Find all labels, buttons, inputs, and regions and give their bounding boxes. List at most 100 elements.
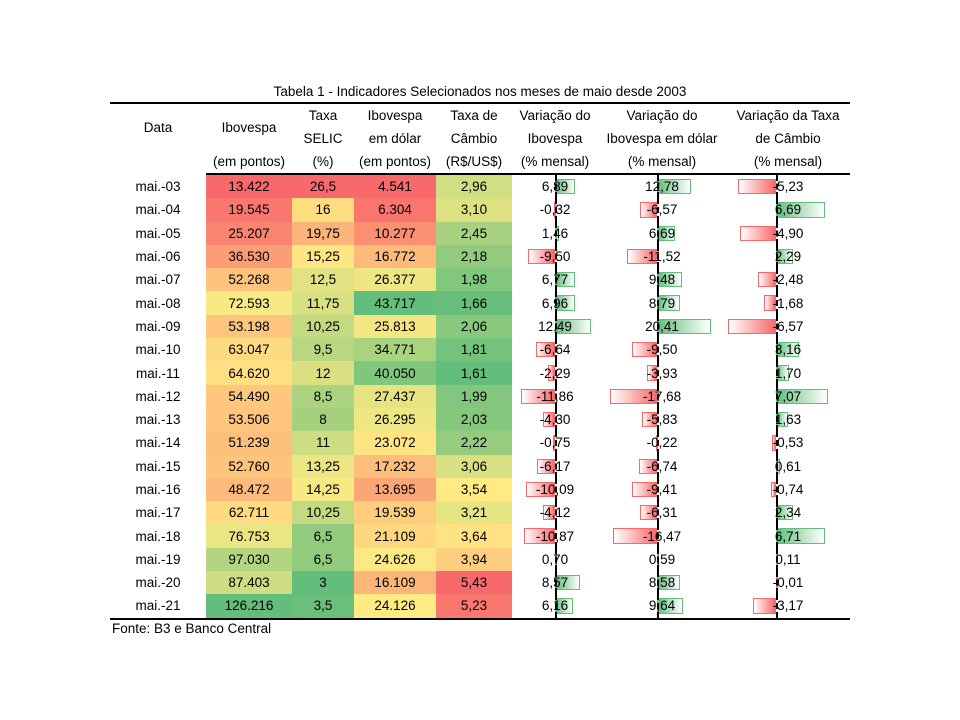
cell-cambio: 3,94 [436, 547, 512, 572]
cell-var-ibov-usd: 8,58 [598, 571, 726, 595]
cell-selic: 10,25 [292, 314, 354, 339]
cell-var-cambio: -1,68 [726, 291, 850, 315]
cell-selic: 6,5 [292, 547, 354, 572]
cell-var-ibov-usd: -16,47 [598, 524, 726, 548]
zero-axis-line [555, 547, 557, 572]
cell-cambio: 2,18 [436, 244, 512, 269]
cell-date: mai.-12 [135, 388, 181, 404]
zero-axis-line [776, 477, 778, 502]
header-selic-line1: Taxa [292, 102, 354, 127]
cell-var-cambio: -0,74 [726, 477, 850, 502]
cell-var-ibov-usd: -17,68 [598, 384, 726, 408]
indicators-table: Data Ibovespa Taxa Ibovespa Taxa de Vari… [110, 102, 850, 620]
negative-data-bar [640, 505, 657, 521]
cell-ibov: 64.620 [206, 361, 292, 385]
cell-var-ibov: 12,49 [512, 314, 598, 339]
header-date: Data [110, 102, 206, 174]
header-var-ibov-line1: Variação do [512, 102, 598, 127]
cell-var-cambio: 0,61 [726, 454, 850, 478]
zero-axis-line [555, 221, 557, 245]
zero-axis-line [657, 501, 659, 525]
cell-selic: 12,5 [292, 268, 354, 292]
zero-axis-line [555, 571, 557, 595]
zero-axis-line [555, 198, 557, 222]
cell-var-ibov-usd: -0,22 [598, 431, 726, 455]
cell-var-ibov: 8,57 [512, 571, 598, 595]
cell-value: 6,16 [541, 598, 569, 614]
negative-data-bar [739, 225, 776, 241]
negative-data-bar [542, 411, 555, 428]
cell-date: mai.-18 [135, 528, 181, 544]
negative-data-bar [537, 458, 555, 474]
cell-value: 3,16 [774, 342, 802, 358]
cell-selic: 8,5 [292, 384, 354, 408]
zero-axis-line [555, 338, 557, 362]
cell-date: mai.-11 [135, 365, 180, 381]
negative-data-bar [525, 481, 555, 498]
table-row: mai.-19 97.030 6,5 24.626 3,94 0,70 0,59 0,11 [110, 547, 850, 572]
cell-date: mai.-06 [135, 249, 181, 265]
negative-data-bar [523, 528, 555, 544]
cell-var-ibov: -11,86 [512, 384, 598, 408]
cell-value: 8,57 [541, 575, 569, 591]
cell-var-ibov: -10,87 [512, 524, 598, 548]
negative-data-bar [631, 342, 657, 358]
cell-value: -9,50 [646, 342, 678, 358]
cell-cambio: 1,81 [436, 338, 512, 362]
cell-var-cambio: -0,01 [726, 571, 850, 595]
cell-value: -1,68 [772, 295, 804, 311]
cell-value: -16,47 [642, 528, 682, 544]
cell-cambio: 1,99 [436, 384, 512, 408]
cell-value: 0,70 [541, 551, 569, 567]
cell-var-ibov: 0,70 [512, 547, 598, 572]
zero-axis-line [555, 384, 557, 408]
cell-value: 6,77 [541, 272, 569, 288]
cell-cambio: 2,22 [436, 431, 512, 455]
cell-var-ibov-usd: 9,48 [598, 268, 726, 292]
zero-axis-line [555, 314, 557, 339]
table-row: mai.-04 19.545 16 6.304 3,10 -0,32 -6,57 6,69 [110, 198, 850, 222]
cell-var-cambio: 6,69 [726, 198, 850, 222]
cell-selic: 13,25 [292, 454, 354, 478]
zero-axis-line [776, 291, 778, 315]
cell-value: 6,96 [541, 295, 569, 311]
cell-selic: 14,25 [292, 477, 354, 502]
cell-var-ibov-usd: 12,78 [598, 174, 726, 199]
cell-ibov: 19.545 [206, 198, 292, 222]
cell-var-cambio: 1,63 [726, 407, 850, 432]
zero-axis-line [555, 291, 557, 315]
table-row: mai.-05 25.207 19,75 10.277 2,45 1,46 6,69 -4,9… [110, 221, 850, 245]
cell-value: 6,69 [774, 202, 802, 218]
cell-ibov: 54.490 [206, 384, 292, 408]
cell-var-cambio: -6,57 [726, 314, 850, 339]
cell-ibov: 97.030 [206, 547, 292, 572]
cell-var-ibov-usd: 6,69 [598, 221, 726, 245]
cell-date: mai.-20 [135, 575, 181, 591]
cell-var-cambio: 7,07 [726, 384, 850, 408]
cell-ibov: 36.530 [206, 244, 292, 269]
header-ibov-usd-line2: em dólar [368, 131, 422, 146]
cell-var-cambio: -2,48 [726, 268, 850, 292]
cell-date: mai.-07 [135, 272, 181, 288]
zero-axis-line [555, 431, 557, 455]
zero-axis-line [657, 431, 659, 455]
cell-value: 12,78 [645, 179, 679, 195]
zero-axis-line [555, 524, 557, 548]
cell-var-cambio: 0,11 [726, 547, 850, 572]
cell-value: -6,17 [539, 458, 571, 474]
cell-ibov: 48.472 [206, 477, 292, 502]
table-row: mai.-16 48.472 14,25 13.695 3,54 -10,09 -9,41 -… [110, 477, 850, 502]
cell-var-ibov: -0,75 [512, 431, 598, 455]
cell-cambio: 3,21 [436, 501, 512, 525]
cell-value: -6,57 [646, 202, 678, 218]
cell-cambio: 1,61 [436, 361, 512, 385]
negative-data-bar [527, 248, 555, 265]
cell-value: 6,71 [774, 528, 802, 544]
zero-axis-line [776, 175, 778, 199]
cell-value: -0,32 [539, 202, 571, 218]
cell-var-ibov-usd: -5,83 [598, 407, 726, 432]
header-var-ibov-line2: Ibovespa [527, 131, 583, 146]
cell-value: -10,09 [535, 482, 575, 497]
zero-axis-line [776, 384, 778, 408]
cell-cambio: 3,06 [436, 454, 512, 478]
